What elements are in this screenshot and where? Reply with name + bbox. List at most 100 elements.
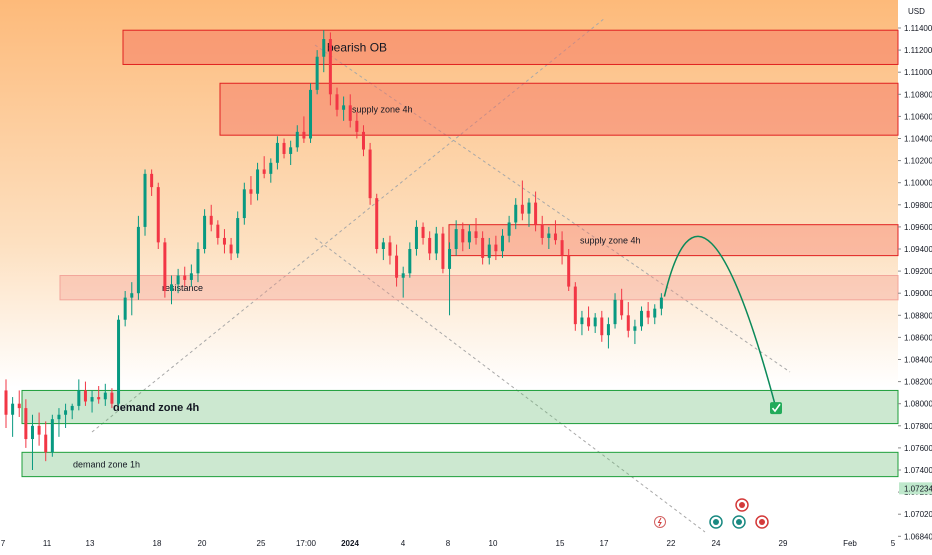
price-tick-label: 1.08000: [904, 400, 932, 409]
price-tick-label: 1.08600: [904, 333, 932, 342]
candle: [414, 226, 418, 249]
price-tick-label: 1.10000: [904, 179, 932, 188]
candle: [4, 390, 8, 415]
candle: [553, 233, 557, 241]
candle: [388, 242, 392, 256]
candle: [275, 142, 279, 163]
candle: [282, 142, 286, 154]
price-tick-label: 1.07020: [904, 510, 932, 519]
price-tick-label: 1.07400: [904, 466, 932, 475]
candle: [322, 39, 326, 57]
candle: [117, 319, 121, 404]
candle: [64, 410, 68, 415]
candle: [30, 425, 34, 440]
date-tick-label: 7: [1, 539, 6, 548]
candle: [123, 297, 127, 320]
candle: [408, 249, 412, 274]
last-price-badge: [899, 482, 932, 495]
date-tick-label: 10: [489, 539, 498, 548]
candle: [176, 275, 180, 285]
candle: [626, 315, 630, 331]
date-tick-label: 4: [401, 539, 406, 548]
zone-label: demand zone 4h: [113, 402, 199, 414]
price-tick-label: 1.11000: [904, 68, 932, 77]
demand-zone: [21, 389, 899, 425]
date-tick-label: 13: [86, 539, 95, 548]
candle: [203, 215, 207, 249]
candle: [170, 284, 173, 291]
candle: [83, 390, 87, 402]
event-dot: [713, 519, 719, 525]
price-axis-background: [898, 0, 932, 550]
date-tick-label: Feb: [843, 539, 857, 548]
candle: [328, 39, 332, 95]
price-tick-label: 1.07600: [904, 444, 932, 453]
candle: [209, 215, 213, 225]
candle: [256, 169, 260, 194]
date-tick-label: 17: [600, 539, 609, 548]
price-tick-label: 1.10200: [904, 157, 932, 166]
candle: [236, 218, 240, 254]
candle: [355, 120, 359, 132]
candle: [348, 105, 352, 121]
candle: [441, 233, 445, 269]
candle: [143, 173, 147, 227]
candle: [37, 425, 41, 435]
date-tick-label: 18: [153, 539, 162, 548]
zone-label: bearish OB: [327, 41, 387, 55]
candle: [90, 397, 94, 402]
price-tick-label: 1.07800: [904, 422, 932, 431]
zone-label: resistance: [162, 283, 203, 293]
candle: [514, 204, 518, 223]
candle: [547, 233, 551, 238]
price-tick-label: 1.08400: [904, 356, 932, 365]
event-dot: [759, 519, 765, 525]
supply-zone: [219, 82, 899, 136]
price-axis: USD 1.11400 1.11200 1.11000 1.10800 1.10600 1.…: [898, 7, 932, 541]
price-tick-label: 1.10400: [904, 135, 932, 144]
price-tick-label: 1.08800: [904, 311, 932, 320]
candle: [659, 297, 663, 309]
candle: [593, 317, 597, 327]
candle: [507, 222, 511, 236]
price-tick-label: 1.09400: [904, 245, 932, 254]
candle: [428, 237, 432, 254]
target-check-icon: [770, 402, 782, 415]
candle: [57, 414, 61, 420]
price-tick-label: 1.08200: [904, 378, 932, 387]
candle: [242, 189, 246, 219]
check-mark: [771, 403, 781, 413]
candle: [620, 299, 624, 316]
trend-lines: [91, 17, 791, 533]
candle: [216, 224, 220, 238]
candle: [481, 237, 485, 258]
candle: [487, 244, 491, 258]
price-tick-label: 1.10800: [904, 90, 932, 99]
currency-label: USD: [908, 7, 925, 16]
candle: [467, 231, 471, 243]
candle: [262, 169, 266, 174]
candle: [130, 293, 134, 298]
zones: bearish OB supply zone 4h supply zone 4h re…: [21, 29, 899, 478]
candle: [527, 202, 531, 214]
candle: [381, 242, 385, 249]
price-tick-label: 1.09600: [904, 223, 932, 232]
last-price-label: 1.07234: [904, 484, 932, 493]
price-tick-label: 1.11200: [904, 46, 932, 55]
lightning-bolt: [657, 517, 662, 527]
candle: [103, 392, 107, 400]
candle: [573, 286, 577, 325]
candle: [361, 131, 365, 150]
candle: [110, 392, 114, 404]
date-tick-label: 15: [556, 539, 565, 548]
candle: [646, 310, 650, 318]
candle: [454, 229, 458, 249]
resistance-zone: [59, 275, 899, 301]
candle: [24, 408, 28, 440]
projection: [663, 235, 782, 415]
event-icons: [654, 498, 769, 529]
candle: [249, 189, 253, 194]
trend-line: [91, 17, 606, 433]
